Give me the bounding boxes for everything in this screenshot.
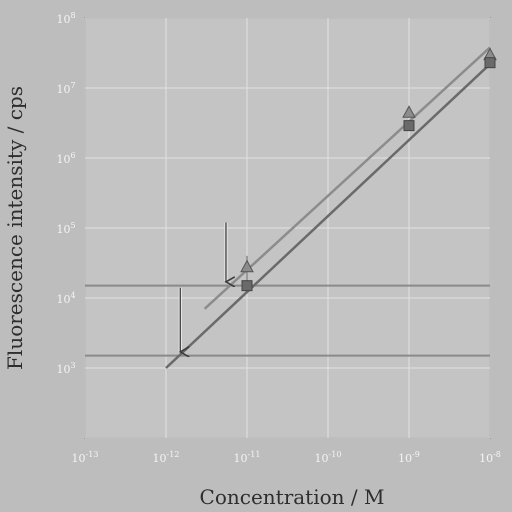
y-tick-label: 107 xyxy=(56,81,75,96)
reference-lines xyxy=(85,284,490,357)
y-tick-label: 104 xyxy=(56,291,75,306)
y-tick-label: 106 xyxy=(56,151,75,166)
y-tick-label: 103 xyxy=(56,361,75,376)
y-tick-label: 108 xyxy=(56,11,75,26)
data-point-square xyxy=(484,57,496,69)
x-tick-label: 10-11 xyxy=(234,450,261,465)
data-point-triangle xyxy=(402,105,416,118)
x-tick-label: 10-8 xyxy=(479,450,501,465)
fit-line xyxy=(165,63,491,369)
x-tick-label: 10-12 xyxy=(153,450,180,465)
tick-labels: 10-13 10-12 10-11 10-10 10-9 10-8 103 104 105 106… xyxy=(56,11,500,465)
arrows xyxy=(178,222,226,351)
y-axis-title: Fluorescence intensity / cps xyxy=(3,86,27,370)
fit-lines xyxy=(165,46,491,369)
grid xyxy=(84,17,491,439)
fit-line xyxy=(203,46,491,310)
y-tick-label: 105 xyxy=(56,221,75,236)
data-points xyxy=(240,47,497,292)
data-point-square xyxy=(403,120,415,132)
data-point-square xyxy=(241,280,253,292)
x-tick-label: 10-13 xyxy=(72,450,99,465)
x-axis-title: Concentration / M xyxy=(200,485,385,509)
data-point-triangle xyxy=(240,259,254,273)
x-tick-label: 10-10 xyxy=(315,450,342,465)
x-tick-label: 10-9 xyxy=(398,450,420,465)
